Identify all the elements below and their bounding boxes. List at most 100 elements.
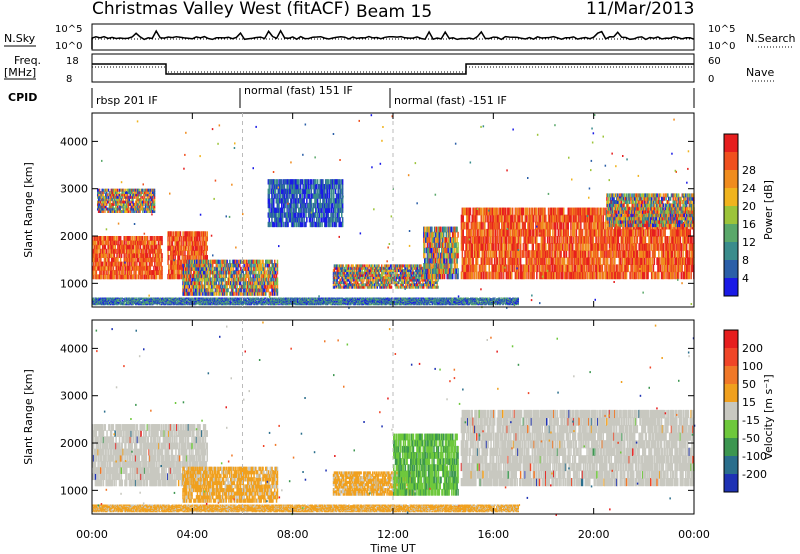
echo-cell — [430, 263, 432, 269]
echo-cell — [529, 250, 531, 258]
echo-cell — [306, 217, 308, 222]
echo-cell — [234, 292, 236, 296]
echo-cell — [481, 222, 483, 230]
echo-cell — [286, 217, 288, 222]
echo-cell — [331, 208, 333, 213]
echo-cell — [122, 240, 124, 245]
echo-cell — [132, 236, 134, 241]
echo-cell — [287, 193, 289, 198]
echo-cell — [487, 272, 489, 280]
echo-cell — [149, 274, 151, 279]
echo-cell — [449, 232, 451, 238]
echo-cell — [315, 203, 317, 208]
echo-cell — [117, 257, 119, 262]
echo-cell — [145, 240, 147, 245]
freq-panel: Freq. [MHz] 18 8 60 0 Nave — [4, 54, 774, 85]
echo-cell — [273, 203, 275, 208]
echo-cell — [130, 236, 132, 241]
echo-cell — [502, 215, 504, 223]
echo-cell — [204, 250, 206, 255]
echo-cell — [282, 212, 284, 217]
echo-cell — [309, 189, 311, 194]
echo-cell — [339, 179, 341, 184]
echo-cell — [150, 266, 152, 271]
echo-cell — [511, 272, 513, 280]
echo-cell — [544, 257, 546, 265]
echo-cell — [329, 208, 331, 213]
echo-cell — [300, 189, 302, 194]
echo-cell — [391, 286, 393, 289]
echo-cell — [536, 272, 538, 280]
echo-cell — [522, 215, 524, 223]
echo-cell — [136, 274, 138, 279]
echo-cell — [174, 274, 176, 279]
echo-cell — [424, 227, 426, 233]
echo-cell — [133, 249, 135, 254]
echo-cell — [193, 246, 195, 251]
echo-cell — [226, 274, 228, 278]
echo-cell — [335, 208, 337, 213]
echo-cell — [140, 245, 142, 250]
echo-cell — [456, 237, 458, 243]
echo-cell — [488, 236, 490, 244]
echo-cell — [116, 253, 118, 258]
echo-cell — [130, 266, 132, 271]
echo-cell — [340, 184, 342, 189]
echo-cell — [523, 250, 525, 258]
echo-cell — [519, 222, 521, 230]
echo-cell — [534, 215, 536, 223]
echo-cell — [312, 217, 314, 222]
echo-cell — [95, 240, 97, 245]
echo-cell — [489, 257, 491, 265]
echo-cell — [498, 222, 500, 230]
echo-cell — [457, 247, 459, 253]
echo-cell — [326, 217, 328, 222]
echo-cell — [324, 189, 326, 194]
echo-cell — [449, 242, 451, 248]
echo-cell — [479, 250, 481, 258]
echo-cell — [497, 236, 499, 244]
echo-cell — [138, 257, 140, 262]
echo-cell — [173, 246, 175, 251]
echo-cell — [192, 274, 194, 278]
station-title: Christmas Valley West (fitACF) — [92, 0, 350, 19]
echo-cell — [128, 274, 130, 279]
nsky-trace — [92, 31, 694, 49]
echo-cell — [515, 236, 517, 244]
echo-cell — [542, 222, 544, 230]
echo-cell — [192, 236, 194, 241]
echo-cell — [105, 257, 107, 262]
echo-cell — [277, 288, 279, 292]
echo-cell — [161, 253, 163, 258]
echo-cell — [329, 203, 331, 208]
echo-cell — [269, 217, 271, 222]
echo-cell — [324, 212, 326, 217]
echo-cell — [190, 241, 192, 246]
echo-cell — [440, 227, 442, 233]
echo-cell — [476, 272, 478, 280]
echo-cell — [133, 274, 135, 279]
echo-cell — [101, 270, 103, 275]
echo-cell — [167, 250, 169, 255]
echo-cell — [270, 184, 272, 189]
echo-cell — [539, 243, 541, 251]
echo-cell — [417, 264, 419, 267]
echo-cell — [179, 236, 181, 241]
echo-cell — [154, 262, 156, 267]
echo-cell — [311, 184, 313, 189]
echo-cell — [324, 198, 326, 203]
echo-cell — [342, 184, 344, 189]
echo-cell — [188, 246, 190, 251]
echo-cell — [339, 217, 341, 222]
echo-cell — [526, 272, 528, 280]
echo-cell — [456, 227, 458, 233]
echo-cell — [312, 208, 314, 213]
echo-cell — [104, 270, 106, 275]
echo-cell — [169, 236, 171, 241]
echo-cell — [442, 273, 444, 279]
cpid-segment-3: normal (fast) -151 IF — [394, 94, 507, 107]
echo-cell — [429, 258, 431, 264]
echo-cell — [158, 240, 160, 245]
echo-cell — [550, 229, 552, 237]
echo-cell — [463, 215, 465, 223]
